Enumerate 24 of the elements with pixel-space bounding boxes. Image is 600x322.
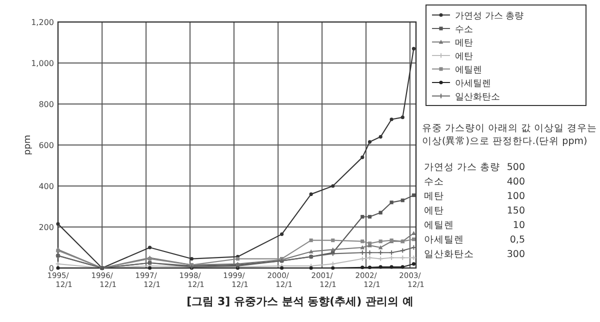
legend-label: 아세틸렌 bbox=[455, 79, 491, 89]
y-axis-title: ppm bbox=[23, 134, 33, 156]
text: 일산화탄소 300 bbox=[424, 249, 525, 260]
y-tick-label: 800 bbox=[38, 100, 54, 109]
y-tick-label: 1,000 bbox=[31, 59, 54, 68]
y-tick-label: 1,200 bbox=[31, 18, 54, 27]
text: 가연성 가스 총량 500 bbox=[424, 162, 525, 173]
y-tick-label: 600 bbox=[38, 141, 54, 150]
legend-label: 메탄 bbox=[455, 38, 473, 48]
y-tick-label: 0 bbox=[48, 264, 54, 273]
text: [그림 3] 유중가스 분석 동향(추세) 관리의 예 bbox=[186, 295, 414, 308]
legend-label: 일산화탄소 bbox=[455, 92, 500, 102]
text: 메탄 100 bbox=[424, 191, 525, 202]
text: 수소 400 bbox=[424, 176, 525, 188]
legend-label: 수소 bbox=[455, 25, 473, 35]
legend-label: 에탄 bbox=[455, 52, 473, 62]
text: 아세틸렌 0,5 bbox=[424, 234, 525, 246]
legend-label: 에틸렌 bbox=[455, 66, 482, 76]
y-tick-label: 400 bbox=[38, 182, 54, 191]
text: 유중 가스량이 아래의 값 이상일 경우는 이상(異常)으로 판정한다.(단위 ppm) bbox=[422, 122, 598, 148]
legend-label: 가연성 가스 총량 bbox=[455, 12, 524, 22]
text: 에탄 150 bbox=[424, 206, 525, 216]
text: 에틸렌 10 bbox=[424, 220, 525, 231]
y-tick-label: 200 bbox=[38, 223, 54, 232]
